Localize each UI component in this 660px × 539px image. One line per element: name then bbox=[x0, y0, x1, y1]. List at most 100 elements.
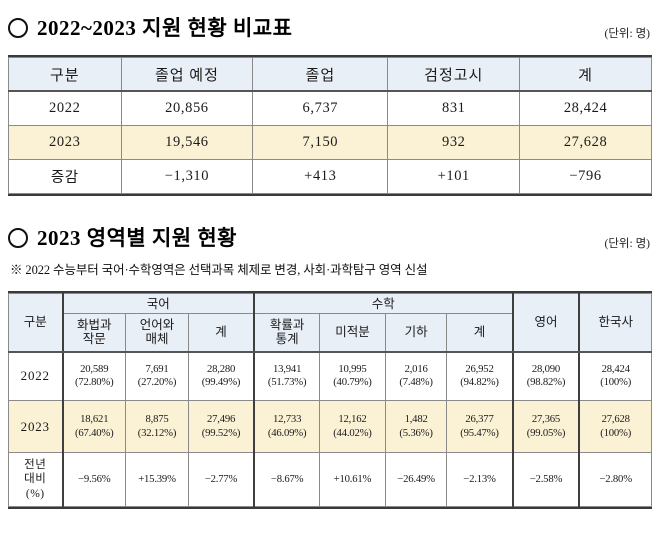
cell-value: 27,628 bbox=[601, 413, 630, 426]
areas-col-header-korean-speech: 화법과 작문 bbox=[62, 313, 126, 353]
row-label: 2023 bbox=[8, 400, 64, 453]
areas-header-row-top: 구분 국어 수학 영어 한국사 bbox=[8, 293, 653, 353]
row-label: 증감 bbox=[8, 159, 122, 194]
table-cell: 27,496 (99.52%) bbox=[188, 400, 256, 453]
table-cell: 26,952 (94.82%) bbox=[446, 351, 514, 401]
table-row-highlighted: 2023 19,546 7,150 932 27,628 bbox=[8, 125, 652, 160]
table-cell: −2.13% bbox=[446, 452, 514, 507]
circle-outline-icon bbox=[8, 18, 28, 38]
cell-value: 20,589 bbox=[80, 363, 109, 376]
cell-value: 27,365 bbox=[531, 413, 561, 426]
table-cell: 12,162 (44.02%) bbox=[319, 400, 386, 453]
table-cell: 2,016 (7.48%) bbox=[384, 351, 448, 401]
table-cell: 20,856 bbox=[120, 90, 254, 126]
table-cell: 831 bbox=[387, 90, 521, 126]
cell-percent: (67.40%) bbox=[75, 426, 114, 439]
cell-percent: (100%) bbox=[600, 426, 632, 439]
section-1-title: 2022~2023 지원 현황 비교표 bbox=[37, 16, 293, 40]
areas-table-head: 구분 국어 수학 영어 한국사 화법과 작문 언어와 매체 계 확률과 통계 미적분 … bbox=[8, 293, 653, 353]
cell-value: 27,496 bbox=[206, 413, 236, 426]
compare-col-header-total: 계 bbox=[519, 57, 652, 92]
compare-table: 구분 졸업 예정 졸업 검정고시 계 2022 20,856 6,737 831… bbox=[8, 57, 652, 194]
table-cell: 7,691 (27.20%) bbox=[125, 351, 189, 401]
cell-percent: (5.36%) bbox=[399, 426, 433, 439]
compare-col-header-expected: 졸업 예정 bbox=[120, 57, 254, 92]
cell-value: 28,424 bbox=[601, 363, 630, 376]
areas-col-header-math-calculus: 미적분 bbox=[319, 313, 386, 353]
table-row: 전년 대비 (%) −9.56% +15.39% −2.77% −8.67% +10… bbox=[8, 452, 653, 507]
compare-table-body: 2022 20,856 6,737 831 28,424 2023 19,546… bbox=[8, 90, 652, 194]
compare-table-wrapper: 구분 졸업 예정 졸업 검정고시 계 2022 20,856 6,737 831… bbox=[8, 55, 652, 196]
table-cell: 6,737 bbox=[252, 90, 389, 126]
cell-value: 12,733 bbox=[273, 413, 302, 426]
table-cell: 20,589 (72.80%) bbox=[62, 351, 126, 401]
table-cell: 27,365 (99.05%) bbox=[512, 400, 581, 453]
table-cell: 27,628 (100%) bbox=[578, 400, 653, 453]
areas-col-header-math-geometry: 기하 bbox=[384, 313, 448, 353]
circle-outline-icon bbox=[8, 228, 28, 248]
cell-percent: (94.82%) bbox=[460, 376, 499, 389]
compare-table-head: 구분 졸업 예정 졸업 검정고시 계 bbox=[8, 57, 652, 92]
areas-col-header-gubun: 구분 bbox=[8, 293, 64, 353]
table-cell: +101 bbox=[387, 159, 521, 194]
table-cell: 1,482 (5.36%) bbox=[384, 400, 448, 453]
table-cell: 26,377 (95.47%) bbox=[446, 400, 514, 453]
spacer-after-section-2-note bbox=[8, 278, 652, 291]
areas-col-header-math-total: 계 bbox=[446, 313, 514, 353]
table-cell: −2.77% bbox=[188, 452, 256, 507]
section-2-unit-note: (단위: 명) bbox=[604, 238, 650, 250]
table-cell: 28,090 (98.82%) bbox=[512, 351, 581, 401]
cell-value: 12,162 bbox=[338, 413, 367, 426]
areas-table-body: 2022 20,589 (72.80%) 7,691 (27.20%) 28,2… bbox=[8, 351, 653, 507]
table-cell: 28,280 (99.49%) bbox=[188, 351, 256, 401]
cell-value: 10,995 bbox=[338, 363, 367, 376]
areas-group-header-math: 수학 bbox=[253, 293, 514, 314]
cell-percent: (99.05%) bbox=[526, 426, 566, 439]
cell-percent: (100%) bbox=[600, 376, 632, 389]
table-cell: 19,546 bbox=[120, 125, 254, 160]
areas-table-wrapper: 구분 국어 수학 영어 한국사 화법과 작문 언어와 매체 계 확률과 통계 미적분 … bbox=[8, 291, 653, 509]
cell-percent: (99.49%) bbox=[201, 376, 241, 389]
section-1-unit-note: (단위: 명) bbox=[604, 28, 650, 40]
table-cell: −9.56% bbox=[62, 452, 126, 507]
cell-value: 2,016 bbox=[404, 363, 428, 376]
areas-col-header-math-probability: 확률과 통계 bbox=[253, 313, 321, 353]
section-1-heading-left: 2022~2023 지원 현황 비교표 bbox=[8, 12, 292, 42]
table-cell: 7,150 bbox=[252, 125, 389, 160]
section-2-note: ※ 2022 수능부터 국어·수학영역은 선택과목 체제로 변경, 사회·과학탐… bbox=[10, 263, 428, 277]
areas-group-header-korean: 국어 bbox=[62, 293, 256, 314]
compare-col-header-ged: 검정고시 bbox=[387, 57, 521, 92]
top-spacer bbox=[8, 0, 652, 12]
table-row-highlighted: 2023 18,621 (67.40%) 8,875 (32.12%) 27,4… bbox=[8, 400, 653, 453]
cell-value: 7,691 bbox=[145, 363, 169, 376]
table-cell: −26.49% bbox=[384, 452, 448, 507]
cell-percent: (46.09%) bbox=[267, 426, 307, 439]
areas-col-header-history: 한국사 bbox=[578, 293, 653, 353]
table-cell: 18,621 (67.40%) bbox=[62, 400, 126, 453]
section-1-heading: 2022~2023 지원 현황 비교표 (단위: 명) bbox=[8, 12, 652, 42]
section-2-heading-left: 2023 영역별 지원 현황 bbox=[8, 222, 237, 252]
table-cell: 13,941 (51.73%) bbox=[253, 351, 321, 401]
table-cell: +413 bbox=[252, 159, 389, 194]
table-cell: 10,995 (40.79%) bbox=[319, 351, 386, 401]
table-row: 2022 20,856 6,737 831 28,424 bbox=[8, 90, 652, 126]
table-cell: −8.67% bbox=[253, 452, 321, 507]
cell-value: 18,621 bbox=[80, 413, 109, 426]
section-gap-spacer bbox=[8, 196, 652, 222]
table-cell: +15.39% bbox=[125, 452, 189, 507]
table-cell: −2.80% bbox=[578, 452, 653, 507]
row-label: 2022 bbox=[8, 90, 122, 126]
cell-percent: (98.82%) bbox=[526, 376, 566, 389]
cell-percent: (99.52%) bbox=[201, 426, 241, 439]
cell-percent: (72.80%) bbox=[75, 376, 114, 389]
cell-percent: (27.20%) bbox=[137, 376, 177, 389]
cell-percent: (95.47%) bbox=[460, 426, 499, 439]
cell-value: 28,280 bbox=[206, 363, 236, 376]
section-2-title: 2023 영역별 지원 현황 bbox=[37, 226, 237, 250]
cell-value: 26,952 bbox=[465, 363, 494, 376]
compare-header-row: 구분 졸업 예정 졸업 검정고시 계 bbox=[8, 57, 652, 92]
cell-percent: (32.12%) bbox=[137, 426, 177, 439]
areas-header-row-bottom: 화법과 작문 언어와 매체 계 확률과 통계 미적분 기하 계 bbox=[9, 313, 652, 353]
table-cell: −796 bbox=[519, 159, 652, 194]
cell-percent: (7.48%) bbox=[399, 376, 433, 389]
